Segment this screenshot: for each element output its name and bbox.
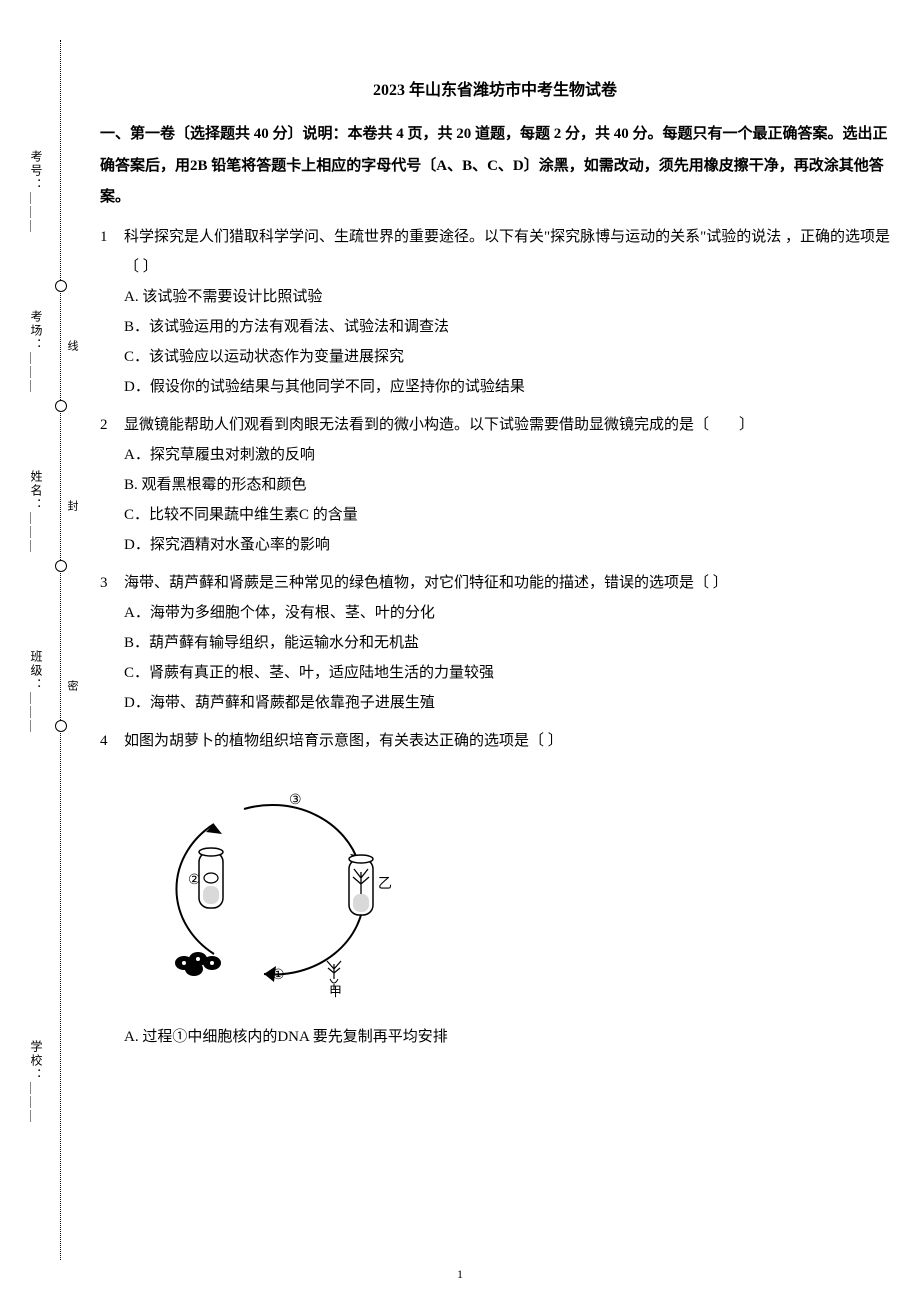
seedling-bottom bbox=[327, 961, 341, 983]
question-4: 4 如图为胡萝卜的植物组织培育示意图，有关表达正确的选项是〔 〕 bbox=[100, 726, 890, 1052]
binding-label-class: 班级：＿＿＿ bbox=[28, 650, 45, 734]
option-a: A. 过程①中细胞核内的DNA 要先复制再平均安排 bbox=[124, 1022, 890, 1052]
page-number: 1 bbox=[457, 1267, 463, 1282]
section-intro: 一、第一卷〔选择题共 40 分〕说明：本卷共 4 页，共 20 道题，每题 2 … bbox=[100, 119, 890, 214]
binding-label-school: 学校：＿＿＿ bbox=[28, 1040, 45, 1124]
circle-marker bbox=[55, 280, 67, 292]
option-c: C．该试验应以运动状态作为变量进展探究 bbox=[124, 342, 890, 372]
question-1: 1 科学探究是人们猎取科学学问、生疏世界的重要途径。以下有关"探究脉博与运动的关… bbox=[100, 222, 890, 402]
question-number: 3 bbox=[100, 568, 124, 718]
option-c: C．肾蕨有真正的根、茎、叶，适应陆地生活的力量较强 bbox=[124, 658, 890, 688]
binding-label-room: 考场：＿＿＿ bbox=[28, 310, 45, 394]
question-stem: 如图为胡萝卜的植物组织培育示意图，有关表达正确的选项是〔 〕 bbox=[124, 726, 890, 756]
circle-marker bbox=[55, 400, 67, 412]
question-number: 4 bbox=[100, 726, 124, 1052]
question-3: 3 海带、葫芦藓和肾蕨是三种常见的绿色植物，对它们特征和功能的描述，错误的选项是… bbox=[100, 568, 890, 718]
binding-dotted-line bbox=[60, 40, 61, 1260]
option-b: B. 观看黑根霉的形态和颜色 bbox=[124, 470, 890, 500]
arc-top bbox=[244, 804, 359, 863]
exam-title: 2023 年山东省潍坊市中考生物试卷 bbox=[100, 75, 890, 107]
option-d: D．探究酒精对水蚤心率的影响 bbox=[124, 530, 890, 560]
question-body: 显微镜能帮助人们观看到肉眼无法看到的微小构造。以下试验需要借助显微镜完成的是〔 … bbox=[124, 410, 890, 560]
question-options: A. 过程①中细胞核内的DNA 要先复制再平均安排 bbox=[124, 1022, 890, 1052]
option-a: A．探究草履虫对刺激的反响 bbox=[124, 440, 890, 470]
label-2: ② bbox=[188, 873, 201, 888]
question-number: 1 bbox=[100, 222, 124, 402]
question-stem: 显微镜能帮助人们观看到肉眼无法看到的微小构造。以下试验需要借助显微镜完成的是〔 … bbox=[124, 410, 890, 440]
question-2: 2 显微镜能帮助人们观看到肉眼无法看到的微小构造。以下试验需要借助显微镜完成的是… bbox=[100, 410, 890, 560]
binding-inner-feng: 封 bbox=[64, 500, 80, 523]
question-options: A．探究草履虫对刺激的反响 B. 观看黑根霉的形态和颜色 C．比较不同果蔬中维生… bbox=[124, 440, 890, 560]
binding-label-name: 姓名：＿＿＿ bbox=[28, 470, 45, 554]
question-stem: 海带、葫芦藓和肾蕨是三种常见的绿色植物，对它们特征和功能的描述，错误的选项是〔 … bbox=[124, 568, 890, 598]
label-yi: 乙 bbox=[378, 876, 392, 892]
binding-margin: 学校：＿＿＿ 班级：＿＿＿ 姓名：＿＿＿ 考场：＿＿＿ 考号：＿＿＿ 密 封 线 bbox=[0, 0, 90, 1302]
test-tube-left bbox=[199, 848, 223, 908]
carrot-cluster bbox=[175, 952, 221, 976]
test-tube-right bbox=[349, 855, 373, 915]
tissue-culture-diagram: ② 乙 bbox=[154, 774, 414, 1004]
option-d: D．假设你的试验结果与其他同学不同，应坚持你的试验结果 bbox=[124, 372, 890, 402]
option-a: A. 该试验不需要设计比照试验 bbox=[124, 282, 890, 312]
option-c: C．比较不同果蔬中维生素C 的含量 bbox=[124, 500, 890, 530]
label-3: ③ bbox=[289, 793, 302, 808]
question-number: 2 bbox=[100, 410, 124, 560]
binding-label-number: 考号：＿＿＿ bbox=[28, 150, 45, 234]
question-options: A．海带为多细胞个体，没有根、茎、叶的分化 B．葫芦藓有输导组织，能运输水分和无… bbox=[124, 598, 890, 718]
label-1: ① bbox=[272, 968, 285, 983]
binding-inner-mi: 密 bbox=[64, 680, 80, 703]
circle-marker bbox=[55, 720, 67, 732]
option-d: D．海带、葫芦藓和肾蕨都是依靠孢子进展生殖 bbox=[124, 688, 890, 718]
circle-marker bbox=[55, 560, 67, 572]
question-body: 科学探究是人们猎取科学学问、生疏世界的重要途径。以下有关"探究脉博与运动的关系"… bbox=[124, 222, 890, 402]
question-body: 海带、葫芦藓和肾蕨是三种常见的绿色植物，对它们特征和功能的描述，错误的选项是〔 … bbox=[124, 568, 890, 718]
question-options: A. 该试验不需要设计比照试验 B．该试验运用的方法有观看法、试验法和调查法 C… bbox=[124, 282, 890, 402]
option-b: B．葫芦藓有输导组织，能运输水分和无机盐 bbox=[124, 628, 890, 658]
label-jia: 甲 bbox=[329, 984, 342, 999]
binding-inner-xian: 线 bbox=[64, 340, 80, 363]
question-body: 如图为胡萝卜的植物组织培育示意图，有关表达正确的选项是〔 〕 bbox=[124, 726, 890, 1052]
main-content: 2023 年山东省潍坊市中考生物试卷 一、第一卷〔选择题共 40 分〕说明：本卷… bbox=[100, 75, 890, 1060]
option-b: B．该试验运用的方法有观看法、试验法和调查法 bbox=[124, 312, 890, 342]
option-a: A．海带为多细胞个体，没有根、茎、叶的分化 bbox=[124, 598, 890, 628]
q4-figure: ② 乙 bbox=[154, 774, 890, 1004]
question-stem: 科学探究是人们猎取科学学问、生疏世界的重要途径。以下有关"探究脉博与运动的关系"… bbox=[124, 222, 890, 282]
